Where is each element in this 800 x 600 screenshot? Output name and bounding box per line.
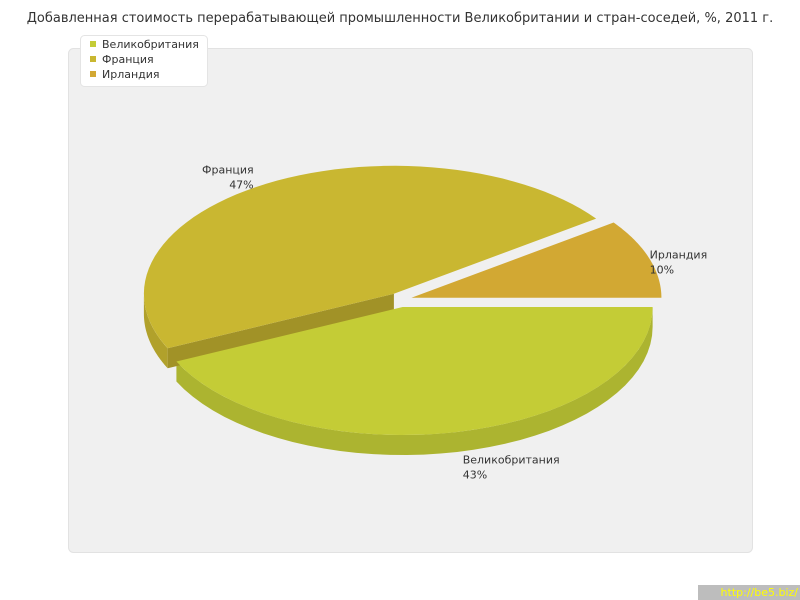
slice-label: Ирландия xyxy=(650,248,708,261)
legend-box xyxy=(80,35,208,87)
legend-label: Франция xyxy=(102,53,154,66)
chart-title: Добавленная стоимость перерабатывающей п… xyxy=(27,11,774,26)
legend-label: Великобритания xyxy=(102,38,199,51)
slice-value-label: 10% xyxy=(650,263,674,276)
slice-cut xyxy=(167,293,394,369)
watermark-bg xyxy=(698,585,800,600)
watermark: http://be5.biz/ xyxy=(721,586,799,599)
slice-side xyxy=(143,293,168,369)
legend-swatch xyxy=(90,71,96,77)
slice xyxy=(411,222,662,298)
slice-label: Франция xyxy=(202,163,254,176)
legend-label: Ирландия xyxy=(102,68,160,81)
slice xyxy=(176,307,653,436)
legend-swatch xyxy=(90,41,96,47)
slice-value-label: 47% xyxy=(229,178,253,191)
slice xyxy=(143,165,597,349)
legend: Великобритания Франция Ирландия xyxy=(80,35,208,87)
slice-value-label: 43% xyxy=(463,469,487,482)
legend-swatch xyxy=(90,56,96,62)
slice-label: Великобритания xyxy=(463,454,560,467)
plot-area xyxy=(68,48,753,553)
slice-side xyxy=(176,307,653,456)
